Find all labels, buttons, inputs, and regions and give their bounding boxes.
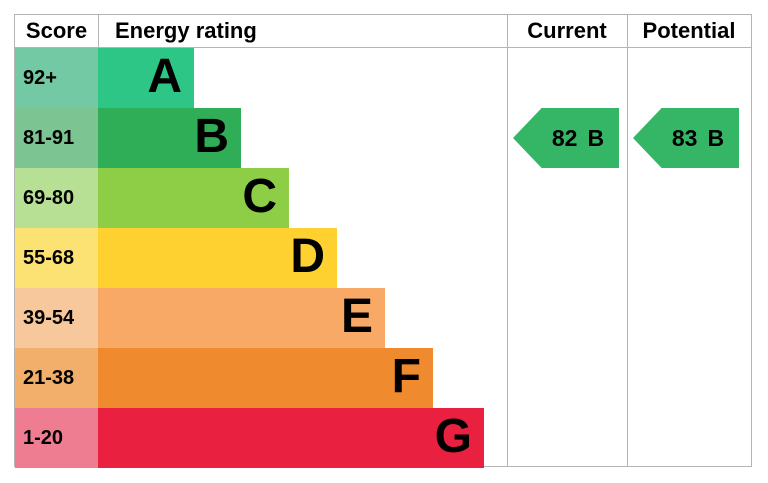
current-rating-band: B [587, 124, 605, 151]
band-row-a: 92+ A [15, 48, 751, 108]
score-range-d: 55-68 [15, 228, 98, 288]
band-bar-g: G [98, 408, 484, 468]
epc-table: Score Energy rating Current Potential 92… [14, 14, 752, 468]
score-range-c: 69-80 [15, 168, 98, 228]
band-letter-a: A [147, 50, 182, 103]
score-range-a: 92+ [15, 48, 98, 108]
band-bar-f: F [98, 348, 433, 408]
score-column-header: Score [25, 18, 88, 43]
band-bar-d: D [98, 228, 337, 288]
score-range-e: 39-54 [15, 288, 98, 348]
current-rating-value: 82 [551, 124, 578, 151]
band-letter-g: G [434, 410, 472, 463]
band-row-d: 55-68 D [15, 228, 751, 288]
band-letter-d: D [290, 230, 325, 283]
table-header: Score Energy rating Current Potential [15, 15, 751, 48]
band-row-e: 39-54 E [15, 288, 751, 348]
current-column-header: Current [527, 18, 607, 43]
band-bar-c: C [98, 168, 289, 228]
band-bar-a: A [98, 48, 194, 108]
potential-rating-arrow: 83 B [633, 108, 739, 168]
band-row-c: 69-80 C [15, 168, 751, 228]
score-range-g: 1-20 [15, 408, 98, 468]
current-column-divider [507, 15, 508, 466]
score-column-divider [98, 15, 99, 47]
band-row-f: 21-38 F [15, 348, 751, 408]
band-letter-e: E [340, 290, 373, 343]
potential-column-divider [627, 15, 628, 466]
band-row-b: 81-91 B [15, 108, 751, 168]
score-range-b: 81-91 [15, 108, 98, 168]
band-bar-e: E [98, 288, 385, 348]
band-letter-f: F [391, 350, 421, 403]
potential-rating-band: B [707, 124, 725, 151]
potential-column-header: Potential [642, 18, 736, 43]
band-row-g: 1-20 G [15, 408, 751, 468]
score-range-f: 21-38 [15, 348, 98, 408]
energy-rating-column-header: Energy rating [115, 18, 257, 43]
band-letter-b: B [194, 110, 229, 163]
potential-rating-value: 83 [671, 124, 698, 151]
band-letter-c: C [242, 170, 277, 223]
band-bar-b: B [98, 108, 241, 168]
